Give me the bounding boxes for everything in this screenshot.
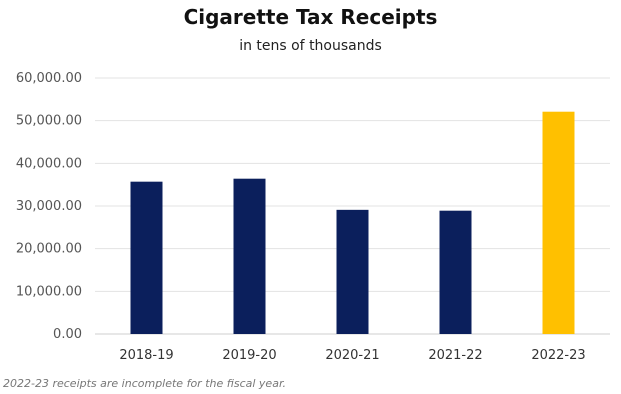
- y-tick-label: 60,000.00: [16, 71, 82, 86]
- y-tick-label: 0.00: [53, 327, 82, 342]
- x-tick-label: 2021-22: [428, 348, 482, 363]
- chart-title: Cigarette Tax Receipts: [183, 5, 438, 29]
- y-tick-label: 50,000.00: [16, 114, 82, 129]
- chart-subtitle: in tens of thousands: [239, 38, 382, 54]
- y-axis-tick-labels: 0.00 10,000.00 20,000.00 30,000.00 40,000.00…: [16, 71, 82, 342]
- x-tick-label: 2019-20: [222, 348, 276, 363]
- x-tick-label: 2020-21: [325, 348, 379, 363]
- bar-2021-22: [439, 210, 472, 334]
- x-axis-tick-labels: 2018-19 2019-20 2020-21 2021-22 2022-23: [119, 348, 585, 363]
- y-tick-label: 20,000.00: [16, 242, 82, 257]
- footnote: 2022-23 receipts are incomplete for the …: [3, 377, 286, 390]
- bar-2019-20: [233, 178, 266, 334]
- bar-2022-23: [542, 111, 575, 334]
- bar-2020-21: [336, 209, 369, 334]
- y-tick-label: 30,000.00: [16, 199, 82, 214]
- x-tick-label: 2022-23: [531, 348, 585, 363]
- bars: [130, 111, 575, 334]
- y-tick-label: 40,000.00: [16, 156, 82, 171]
- x-tick-label: 2018-19: [119, 348, 173, 363]
- bar-2018-19: [130, 181, 163, 334]
- y-tick-label: 10,000.00: [16, 284, 82, 299]
